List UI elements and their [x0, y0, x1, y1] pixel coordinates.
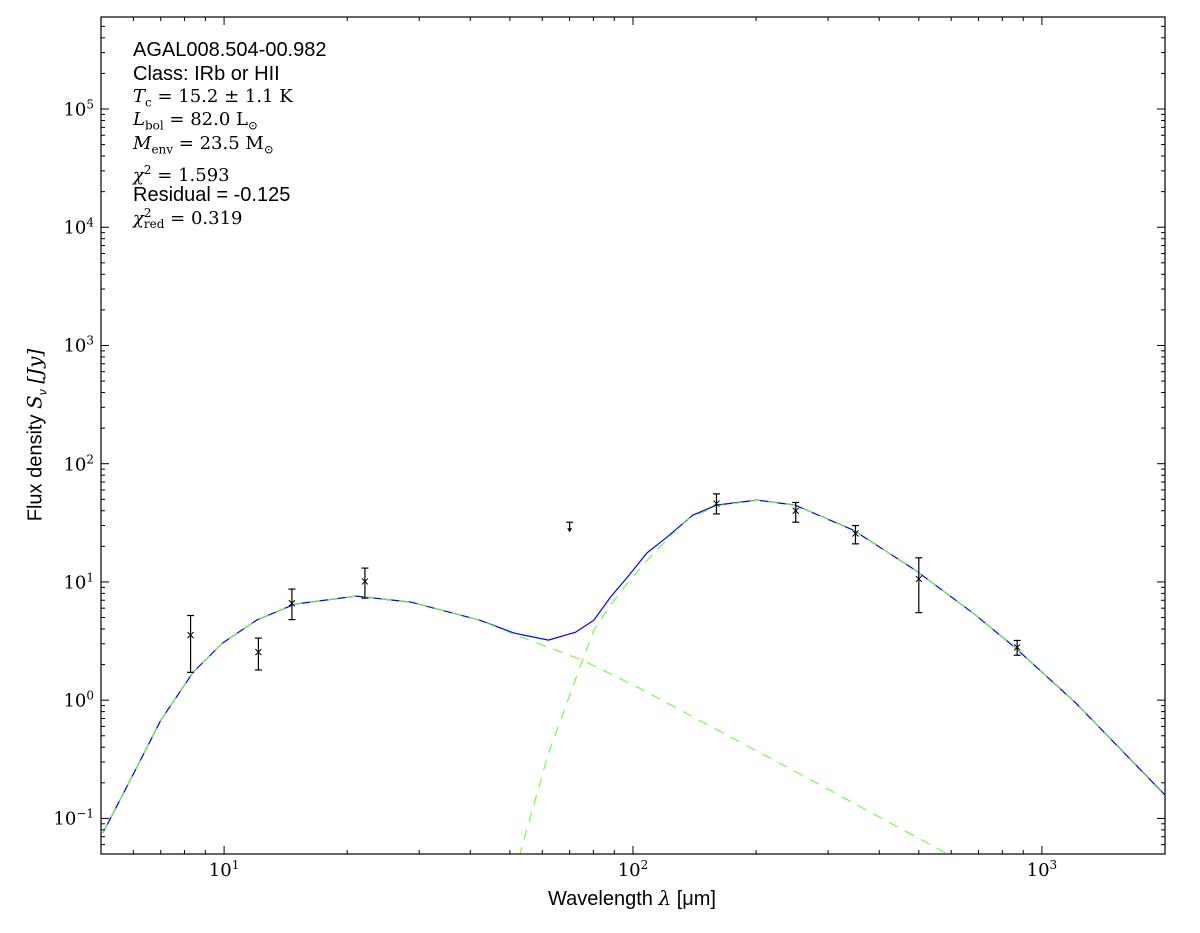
menv-value: = 23.5 M: [173, 133, 264, 154]
chi2red-sub: red: [143, 217, 165, 231]
x-tick-label: 103: [1026, 858, 1058, 881]
upper-limit-arrow: [567, 528, 573, 533]
data-point: [288, 599, 296, 607]
tc-var: T: [133, 86, 146, 107]
data-point: [361, 578, 369, 585]
y-tick-label: 103: [63, 333, 94, 357]
series-line-total-model: [102, 499, 1165, 834]
y-label-sub: ν: [35, 389, 50, 396]
annotation-tc: Tc = 15.2 ± 1.1 K: [133, 87, 293, 113]
data-point: [792, 507, 800, 515]
lbol-value: = 82.0 L: [163, 109, 248, 130]
menv-sun: ⊙: [263, 142, 274, 157]
data-point: [713, 500, 720, 507]
menv-sub: env: [151, 142, 174, 157]
y-tick-label: 104: [63, 215, 94, 239]
x-label-text: Wavelength: [548, 888, 653, 910]
data-point: [852, 530, 859, 537]
chi2-value: = 1.593: [151, 165, 230, 186]
series-line-cold-component: [519, 499, 1165, 854]
lbol-sun: ⊙: [247, 118, 259, 133]
y-tick-label: 105: [63, 97, 94, 121]
y-label-symbol: S: [22, 395, 47, 409]
lbol-sub: bol: [144, 118, 164, 133]
chi2red-var: χ: [133, 208, 144, 229]
y-tick-label: 102: [63, 452, 94, 476]
chi2-sup: 2: [143, 163, 152, 177]
y-tick-label: 100: [63, 688, 94, 712]
source-name: AGAL008.504-00.982: [133, 39, 327, 61]
source-class: Class: IRb or HII: [133, 63, 280, 85]
y-tick-label: 10−1: [53, 806, 94, 830]
tc-sub: c: [145, 95, 152, 110]
annotation-menv: Menv = 23.5 M⊙: [133, 134, 274, 160]
y-label-unit: [Jy]: [22, 348, 47, 384]
annotation-residual: Residual = -0.125: [133, 184, 291, 206]
y-label-text: Flux density: [24, 414, 47, 522]
tc-value: = 15.2 ± 1.1 K: [151, 86, 293, 107]
data-point: [187, 631, 194, 639]
menv-var: M: [133, 133, 152, 154]
y-axis-label: Flux density Sν [Jy]: [23, 349, 50, 521]
series-line-warm-component: [102, 595, 949, 854]
x-tick-label: 101: [208, 858, 240, 881]
chi2red-sup: 2: [143, 206, 152, 220]
annotation-chi2: χ2 = 1.593: [133, 160, 230, 186]
y-tick-label: 101: [63, 570, 94, 594]
data-point: [915, 575, 923, 583]
data-point: [255, 648, 262, 656]
plot-area: [102, 493, 1165, 854]
annotation-chi2red: χ 2 red = 0.319: [133, 206, 243, 231]
chi2red-value: = 0.319: [164, 208, 243, 229]
chi2-var: χ: [133, 165, 144, 186]
data-point: [1013, 643, 1021, 651]
annotation-lbol: Lbol = 82.0 L⊙: [133, 110, 258, 136]
x-label-unit: [μm]: [676, 888, 716, 910]
lbol-var: L: [133, 109, 145, 130]
x-axis-label: Wavelength λ [μm]: [548, 886, 716, 911]
x-label-symbol: λ: [658, 886, 672, 910]
x-tick-label: 102: [617, 858, 649, 881]
